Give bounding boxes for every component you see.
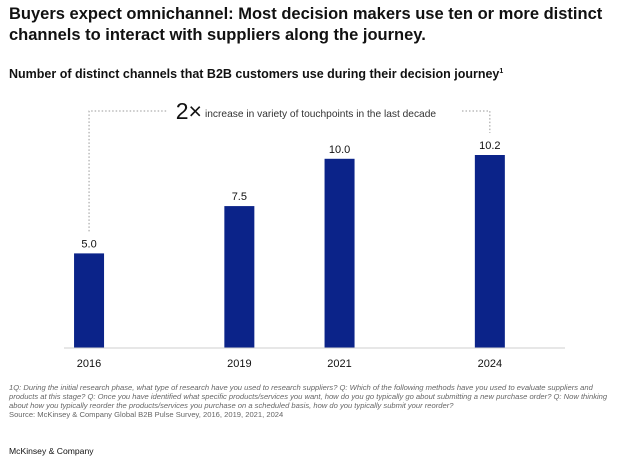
footnote-questions-text: Q: During the initial research phase, wh…	[9, 383, 608, 410]
x-tick-labels: 2016 2019 2021 2024	[77, 358, 502, 370]
chart-subtitle: Number of distinct channels that B2B cus…	[9, 66, 621, 82]
chart-headline: Buyers expect omnichannel: Most decision…	[9, 5, 603, 44]
x-tick-2019: 2019	[227, 358, 251, 370]
bar-2019	[224, 206, 255, 348]
footnote-marker-bottom: 1	[9, 383, 14, 392]
bar-2021	[324, 158, 355, 348]
annotation-multiplier: 2×	[176, 98, 202, 124]
annotation-text: increase in variety of touchpoints in th…	[205, 109, 436, 120]
bars: 5.0 7.5 10.0 10.2	[74, 140, 505, 348]
bar-value-label-2016: 5.0	[81, 238, 96, 250]
brand-wordmark: McKinsey & Company	[9, 446, 94, 456]
bar-value-label-2021: 10.0	[329, 144, 350, 156]
x-tick-2024: 2024	[478, 358, 502, 370]
chart-subtitle-text: Number of distinct channels that B2B cus…	[9, 67, 500, 81]
footnote-source: Source: McKinsey & Company Global B2B Pu…	[9, 409, 284, 419]
footnote-questions: 1Q: During the initial research phase, w…	[9, 383, 607, 410]
bar-value-label-2019: 7.5	[232, 191, 247, 203]
bracket-right	[462, 110, 491, 133]
bracket-left	[88, 110, 168, 232]
bar-2016	[74, 253, 105, 348]
bar-chart: 2× increase in variety of touchpoints in…	[64, 98, 565, 370]
bar-2024	[474, 155, 505, 348]
footnote: 1Q: During the initial research phase, w…	[9, 383, 621, 420]
x-tick-2021: 2021	[327, 358, 351, 370]
annotation-bracket	[88, 110, 491, 232]
footnote-marker: 1	[499, 68, 504, 75]
x-tick-2016: 2016	[77, 358, 101, 370]
bar-value-label-2024: 10.2	[479, 140, 500, 152]
